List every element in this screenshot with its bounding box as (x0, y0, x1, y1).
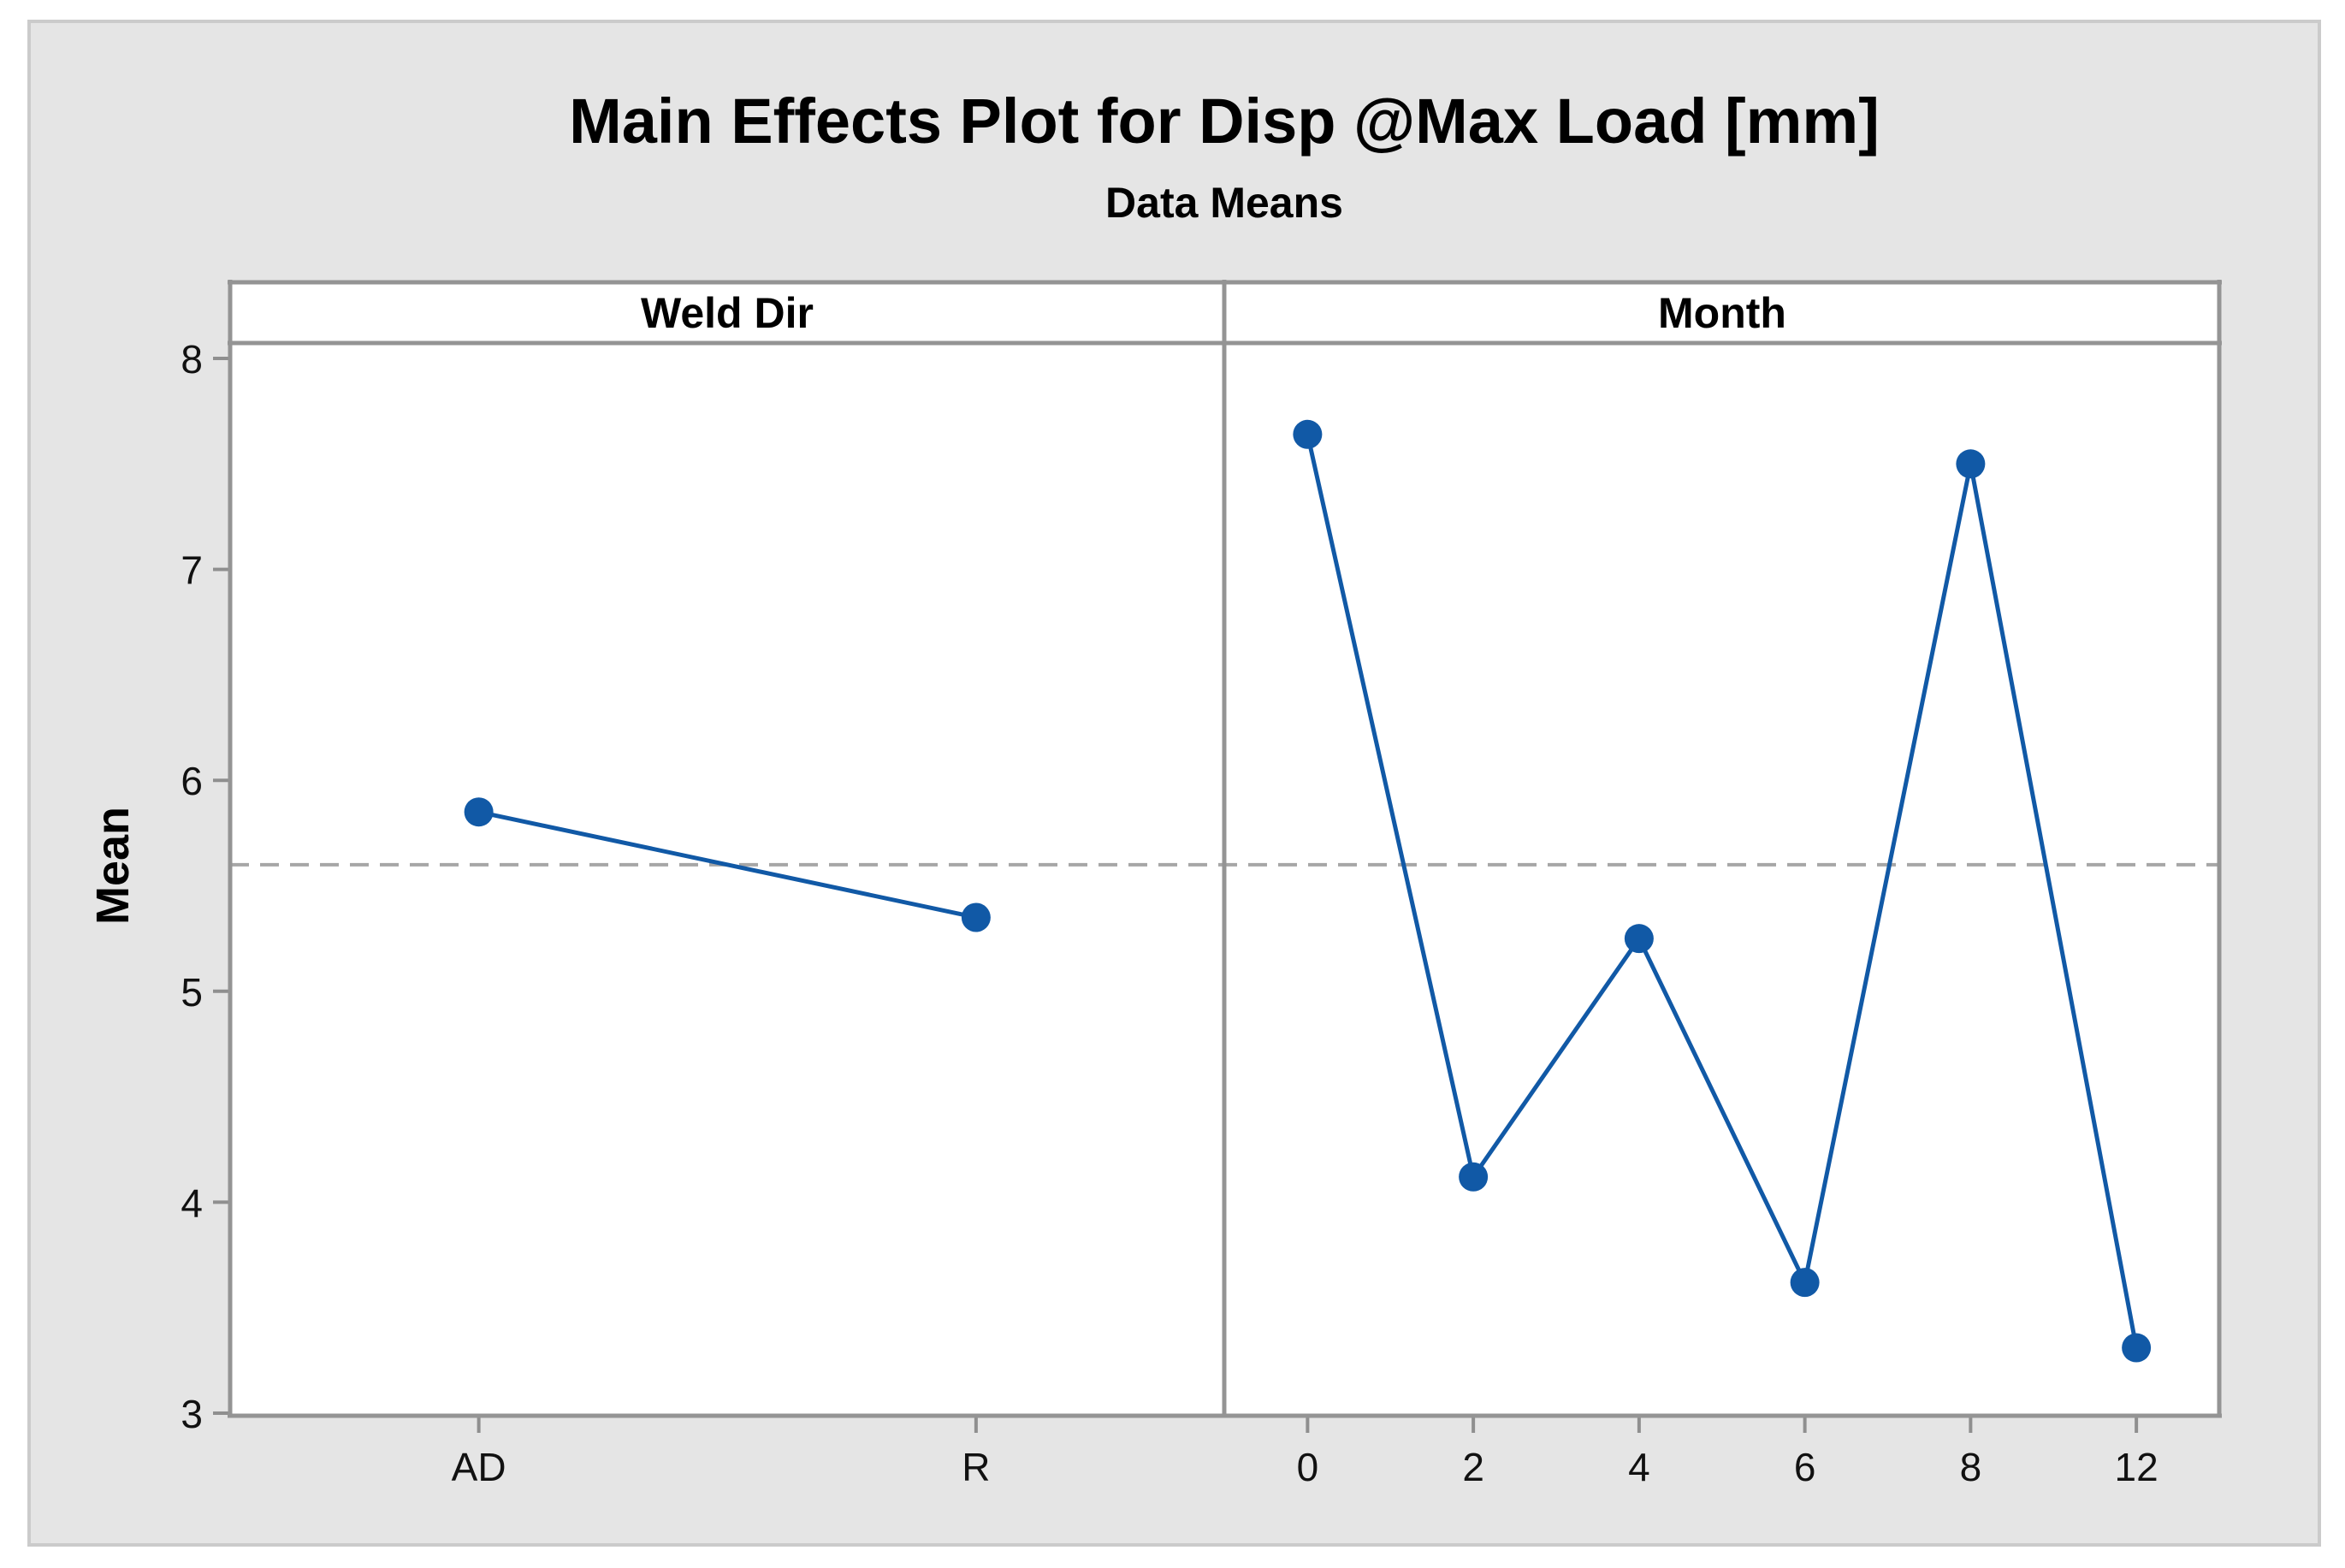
y-tick-label: 6 (181, 759, 203, 803)
y-tick-label: 4 (181, 1180, 203, 1225)
x-tick-label: 8 (1960, 1445, 1982, 1489)
series-line (478, 809, 977, 920)
main-effects-chart: Main Effects Plot for Disp @Max Load [mm… (87, 86, 2222, 1489)
y-tick-label: 5 (181, 970, 203, 1015)
y-axis-title: Mean (87, 807, 139, 925)
x-tick-label: R (962, 1445, 990, 1489)
data-point-marker (1956, 449, 1986, 479)
x-tick-label: 4 (1628, 1445, 1650, 1489)
y-tick-label: 8 (181, 337, 203, 382)
y-tick-label: 3 (181, 1392, 203, 1436)
x-tick-label: 6 (1794, 1445, 1816, 1489)
chart-subtitle: Data Means (1105, 179, 1343, 227)
data-point-marker (1293, 419, 1323, 449)
data-point-marker (1790, 1268, 1820, 1298)
x-tick-label: 2 (1462, 1445, 1484, 1489)
data-point-marker (1624, 924, 1654, 954)
axes-layer: 8 7 6 5 4 3 AD R 0 2 4 6 8 12 (181, 337, 2158, 1489)
x-tick-label: 12 (2115, 1445, 2158, 1489)
panel-header-weld-dir: Weld Dir (641, 289, 814, 337)
x-tick-label: 0 (1297, 1445, 1319, 1489)
data-point-marker (2122, 1333, 2152, 1363)
panel-header-month: Month (1658, 289, 1786, 337)
y-tick-label: 7 (181, 548, 203, 593)
chart-title: Main Effects Plot for Disp @Max Load [mm… (569, 86, 1880, 157)
data-point-marker (1459, 1162, 1489, 1192)
data-point-marker (464, 797, 494, 827)
series-line (1305, 434, 2139, 1349)
series-layer (464, 419, 2152, 1363)
plot-canvas: Main Effects Plot for Disp @Max Load [mm… (27, 20, 2321, 1547)
plot-frame (228, 280, 2222, 1418)
data-point-marker (961, 902, 991, 932)
x-tick-label: AD (452, 1445, 506, 1489)
